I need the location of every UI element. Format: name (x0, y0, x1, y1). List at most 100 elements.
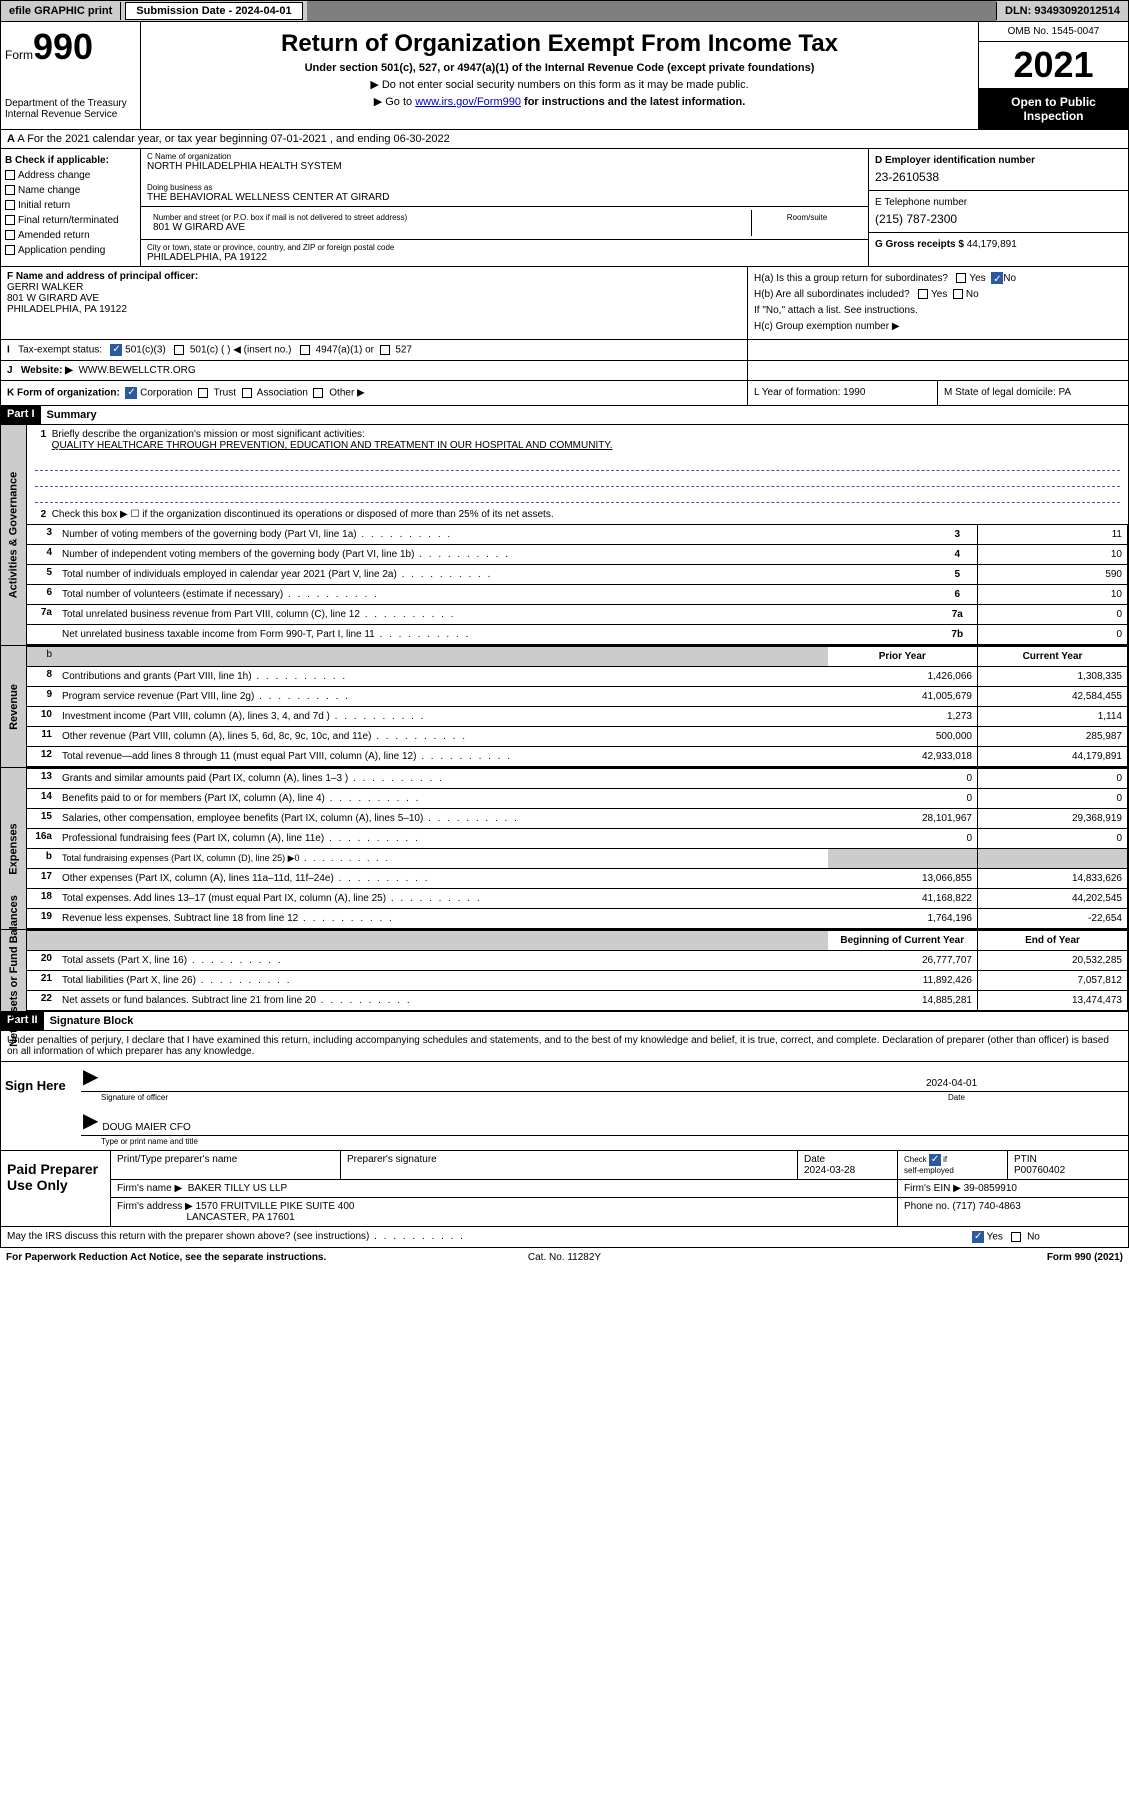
row-i-tax-status: I Tax-exempt status: 501(c)(3) 501(c) ( … (0, 340, 1129, 361)
table-row: 4Number of independent voting members of… (27, 545, 1128, 565)
cb-name-change[interactable]: Name change (5, 183, 136, 198)
gross-label: G Gross receipts $ (875, 239, 964, 250)
cb-final-return[interactable]: Final return/terminated (5, 213, 136, 228)
tab-revenue: Revenue (1, 646, 27, 767)
table-row: 7aTotal unrelated business revenue from … (27, 605, 1128, 625)
line1-mission: 1 Briefly describe the organization's mi… (27, 425, 1128, 455)
net-assets-table: Beginning of Current Year End of Year 20… (27, 930, 1128, 1011)
form-num: 990 (33, 26, 93, 67)
form-prefix: Form (5, 48, 33, 62)
note2-pre: ▶ Go to (374, 96, 415, 108)
part1-header-row: Part I Summary (0, 406, 1129, 425)
submission-date-button[interactable]: Submission Date - 2024-04-01 (125, 2, 302, 20)
discuss-yes-cb[interactable] (972, 1231, 984, 1243)
cb-initial-return[interactable]: Initial return (5, 198, 136, 213)
expenses-section: Expenses 13Grants and similar amounts pa… (0, 768, 1129, 930)
sign-here-label: Sign Here (1, 1062, 81, 1150)
ha-no-cb[interactable] (991, 272, 1003, 284)
officer-addr2: PHILADELPHIA, PA 19122 (7, 304, 127, 315)
part2-title: Signature Block (44, 1012, 140, 1030)
net-header-row: Beginning of Current Year End of Year (27, 931, 1128, 951)
note-ssn: ▶ Do not enter social security numbers o… (149, 78, 970, 91)
table-row: Net unrelated business taxable income fr… (27, 625, 1128, 645)
signature-line[interactable]: ▶ 2024-04-01 (81, 1062, 1128, 1092)
firm-name: BAKER TILLY US LLP (188, 1183, 288, 1194)
bottom-line: For Paperwork Reduction Act Notice, see … (0, 1248, 1129, 1267)
name-title-label: Type or print name and title (81, 1136, 1128, 1150)
table-row: 5Total number of individuals employed in… (27, 565, 1128, 585)
year-header-row: b Prior Year Current Year (27, 647, 1128, 667)
header-right: OMB No. 1545-0047 2021 Open to Public In… (978, 22, 1128, 129)
sig-date-label: Date (928, 1092, 1128, 1106)
cb-assoc[interactable] (242, 388, 252, 398)
tab-governance: Activities & Governance (1, 425, 27, 645)
cb-4947[interactable] (300, 345, 310, 355)
net-assets-section: Net Assets or Fund Balances Beginning of… (0, 930, 1129, 1012)
part2-header-row: Part II Signature Block (0, 1012, 1129, 1031)
cb-self-employed[interactable] (929, 1154, 941, 1166)
dashed-line-2 (35, 473, 1120, 487)
cb-address-change[interactable]: Address change (5, 168, 136, 183)
cb-527[interactable] (380, 345, 390, 355)
cb-application-pending[interactable]: Application pending (5, 243, 136, 258)
org-name: NORTH PHILADELPHIA HEALTH SYSTEM (147, 161, 862, 172)
city-state-zip: PHILADELPHIA, PA 19122 (147, 252, 862, 263)
efile-print-button[interactable]: efile GRAPHIC print (1, 2, 121, 20)
cb-other[interactable] (313, 388, 323, 398)
hc-placeholder (748, 340, 1128, 360)
table-row: 22Net assets or fund balances. Subtract … (27, 991, 1128, 1011)
open-public-badge: Open to Public Inspection (979, 89, 1128, 129)
table-row: 13Grants and similar amounts paid (Part … (27, 769, 1128, 789)
table-row: 20Total assets (Part X, line 16)26,777,7… (27, 951, 1128, 971)
row-a-tax-year: A A For the 2021 calendar year, or tax y… (0, 130, 1129, 149)
officer-addr1: 801 W GIRARD AVE (7, 293, 99, 304)
ptin-cell: PTINP00760402 (1008, 1151, 1128, 1179)
table-row: 12Total revenue—add lines 8 through 11 (… (27, 747, 1128, 767)
officer-label: F Name and address of principal officer: (7, 271, 198, 282)
block-bcd: B Check if applicable: Address change Na… (0, 149, 1129, 267)
table-row: 6Total number of volunteers (estimate if… (27, 585, 1128, 605)
note-link: ▶ Go to www.irs.gov/Form990 for instruct… (149, 95, 970, 108)
governance-section: Activities & Governance 1 Briefly descri… (0, 425, 1129, 646)
hb-no-cb[interactable] (953, 289, 963, 299)
irs-label: Internal Revenue Service (5, 109, 117, 120)
cb-501c[interactable] (174, 345, 184, 355)
form-title: Return of Organization Exempt From Incom… (149, 30, 970, 58)
gross-receipts-cell: G Gross receipts $ 44,179,891 (869, 233, 1128, 256)
declaration-text: Under penalties of perjury, I declare th… (0, 1031, 1129, 1062)
cb-501c3[interactable] (110, 344, 122, 356)
form-version: Form 990 (2021) (751, 1252, 1123, 1263)
prior-year-hdr: Prior Year (828, 647, 978, 667)
preparer-header-row: Print/Type preparer's name Preparer's si… (111, 1151, 1128, 1180)
hc-row: H(c) Group exemption number ▶ (754, 319, 1122, 335)
firm-address-row: Firm's address ▶ 1570 FRUITVILLE PIKE SU… (111, 1198, 1128, 1226)
website-label: Website: ▶ (21, 365, 73, 376)
irs-link[interactable]: www.irs.gov/Form990 (415, 96, 521, 108)
prep-name-hdr: Print/Type preparer's name (111, 1151, 341, 1179)
firm-ein: 39-0859910 (964, 1183, 1017, 1194)
topbar-spacer (307, 1, 996, 21)
website-value: WWW.BEWELLCTR.ORG (78, 365, 195, 376)
table-row: 9Program service revenue (Part VIII, lin… (27, 687, 1128, 707)
pra-notice: For Paperwork Reduction Act Notice, see … (6, 1252, 378, 1263)
cb-trust[interactable] (198, 388, 208, 398)
table-row: 19Revenue less expenses. Subtract line 1… (27, 909, 1128, 929)
hb-yes-cb[interactable] (918, 289, 928, 299)
cb-corp[interactable] (125, 387, 137, 399)
officer-name-title: DOUG MAIER CFO (102, 1122, 190, 1133)
self-employed-cell: Check ifself-employed (898, 1151, 1008, 1179)
ha-yes-cb[interactable] (956, 273, 966, 283)
discuss-row: May the IRS discuss this return with the… (0, 1227, 1129, 1248)
discuss-no-cb[interactable] (1011, 1232, 1021, 1242)
part1-badge: Part I (1, 406, 41, 424)
header-mid: Return of Organization Exempt From Incom… (141, 22, 978, 129)
table-row: 3Number of voting members of the governi… (27, 525, 1128, 545)
cb-amended-return[interactable]: Amended return (5, 228, 136, 243)
org-name-row: C Name of organization NORTH PHILADELPHI… (141, 149, 868, 207)
hb-row: H(b) Are all subordinates included? Yes … (754, 287, 1122, 303)
table-row: 11Other revenue (Part VIII, column (A), … (27, 727, 1128, 747)
form-of-org: K Form of organization: Corporation Trus… (1, 381, 748, 405)
dept-treasury: Department of the Treasury Internal Reve… (5, 98, 136, 120)
discuss-text: May the IRS discuss this return with the… (7, 1231, 369, 1242)
tel-value: (215) 787-2300 (875, 212, 1122, 226)
